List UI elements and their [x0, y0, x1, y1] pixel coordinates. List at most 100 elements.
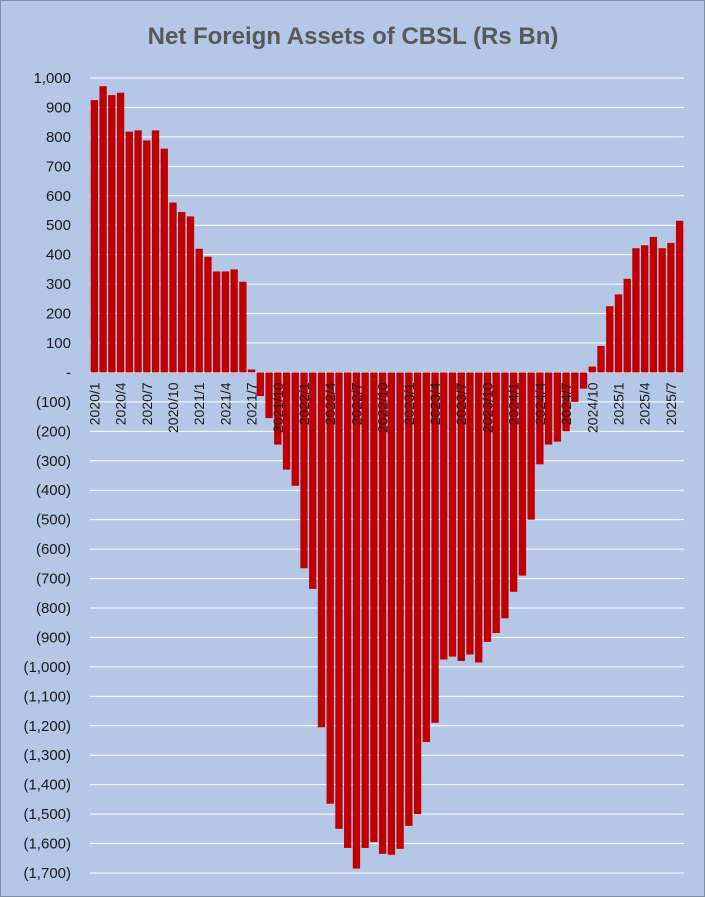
bar: [195, 248, 203, 373]
bar: [291, 372, 299, 486]
bar: [387, 372, 396, 855]
bar: [405, 372, 413, 826]
x-tick-label: 2022/7: [348, 382, 364, 425]
bar: [309, 372, 317, 589]
bar: [475, 372, 483, 663]
bar: [361, 372, 369, 848]
bar: [108, 95, 116, 373]
y-tick-label: 200: [46, 306, 71, 323]
x-tick-label: 2024/10: [584, 382, 600, 433]
y-tick-label: 700: [46, 158, 71, 175]
bar: [571, 372, 579, 402]
x-tick-label: 2022/1: [296, 382, 312, 425]
x-tick-label: 2020/1: [86, 382, 102, 425]
y-tick-label: 900: [46, 99, 71, 116]
bar: [457, 372, 465, 661]
y-tick-label: (1,100): [23, 688, 71, 705]
bar: [579, 372, 588, 389]
bar: [335, 372, 343, 829]
x-tick-label: 2023/4: [427, 382, 443, 425]
y-tick-label: (500): [36, 512, 71, 529]
bar: [239, 281, 247, 373]
x-tick-label: 2020/7: [139, 382, 155, 425]
y-tick-label: 400: [46, 247, 71, 264]
bar: [649, 237, 658, 373]
x-tick-label: 2020/10: [165, 382, 181, 433]
bar: [230, 269, 238, 373]
bar: [212, 271, 221, 373]
bar: [448, 372, 457, 657]
bar: [204, 256, 212, 373]
bar: [440, 372, 448, 660]
bar: [317, 372, 326, 728]
y-tick-label: 800: [46, 129, 71, 146]
x-tick-label: 2023/1: [401, 382, 417, 425]
bar: [186, 216, 195, 373]
y-tick-label: (1,400): [23, 777, 71, 794]
y-axis-tick-labels: 1,000 900 800 700 600 500 400 300 200 100 - (100) (2…: [23, 70, 71, 882]
bar: [553, 372, 562, 442]
bar: [623, 278, 631, 373]
x-tick-label: 2021/4: [217, 382, 233, 425]
x-tick-label: 2023/7: [453, 382, 469, 425]
bar: [641, 245, 649, 373]
y-tick-label: 600: [46, 188, 71, 205]
x-tick-label: 2021/10: [270, 382, 286, 433]
bar: [247, 369, 256, 373]
bar: [544, 372, 553, 445]
y-tick-label: 1,000: [33, 70, 71, 87]
x-tick-label: 2025/4: [637, 382, 653, 425]
x-axis-tick-labels: 2020/1 2020/4 2020/7 2020/10 2021/1 2021/4 202…: [86, 382, 679, 433]
bar: [492, 372, 500, 634]
bar: [632, 248, 640, 373]
y-tick-label: (400): [36, 482, 71, 499]
x-tick-label: 2021/7: [244, 382, 260, 425]
bar: [134, 130, 142, 373]
bar: [675, 220, 684, 373]
bar: [178, 211, 186, 373]
y-tick-label: (1,300): [23, 747, 71, 764]
bar: [606, 306, 614, 373]
bar: [509, 372, 518, 592]
y-tick-label: 100: [46, 335, 71, 352]
bar: [116, 92, 125, 373]
bar: [151, 130, 160, 373]
bar: [125, 131, 133, 373]
y-tick-label: (100): [36, 394, 71, 411]
bar: [588, 366, 596, 373]
bar: [221, 271, 230, 373]
y-tick-label: (1,000): [23, 659, 71, 676]
bar: [352, 372, 361, 869]
bar: [396, 372, 404, 849]
bar: [483, 372, 492, 642]
y-tick-label: 500: [46, 217, 71, 234]
bar: [614, 294, 623, 373]
x-tick-label: 2022/10: [375, 382, 391, 433]
y-tick-label: (1,200): [23, 718, 71, 735]
bar: [658, 248, 666, 373]
y-tick-label: (700): [36, 571, 71, 588]
bar: [501, 372, 509, 619]
bar: [413, 372, 422, 815]
x-tick-label: 2025/1: [611, 382, 627, 425]
bar: [562, 372, 570, 432]
y-tick-label: (1,500): [23, 806, 71, 823]
bar: [99, 86, 107, 373]
bar: [256, 372, 265, 396]
x-tick-label: 2025/7: [663, 382, 679, 425]
y-tick-label: (1,600): [23, 836, 71, 853]
bar: [265, 372, 273, 419]
bar: [90, 100, 99, 373]
bar: [466, 372, 474, 655]
bar: [527, 372, 535, 520]
y-tick-label: -: [66, 364, 71, 381]
bar: [667, 242, 675, 373]
x-tick-label: 2024/4: [532, 382, 548, 425]
bar: [143, 140, 151, 373]
y-tick-label: (900): [36, 629, 71, 646]
bar: [597, 345, 605, 373]
bar: [422, 372, 430, 742]
bar: [378, 372, 387, 854]
